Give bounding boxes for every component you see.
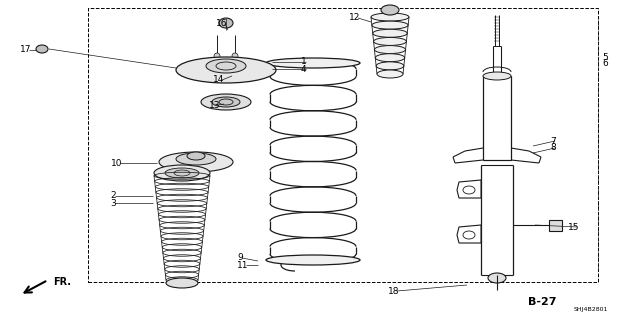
Ellipse shape <box>483 72 511 80</box>
Ellipse shape <box>154 165 210 181</box>
Text: 5: 5 <box>602 53 608 62</box>
Text: 1: 1 <box>301 57 307 66</box>
Text: 12: 12 <box>349 13 360 23</box>
Polygon shape <box>457 180 481 198</box>
Ellipse shape <box>159 152 233 172</box>
Polygon shape <box>549 220 562 231</box>
Ellipse shape <box>372 21 408 29</box>
Text: 9: 9 <box>237 254 243 263</box>
Text: 8: 8 <box>550 144 556 152</box>
Ellipse shape <box>165 168 199 178</box>
Ellipse shape <box>232 53 238 59</box>
Text: 11: 11 <box>237 261 248 270</box>
Text: SHJ4B2801: SHJ4B2801 <box>574 307 609 311</box>
Text: 6: 6 <box>602 60 608 69</box>
Ellipse shape <box>36 45 48 53</box>
Ellipse shape <box>187 152 205 160</box>
Text: 15: 15 <box>568 222 579 232</box>
Ellipse shape <box>206 59 246 73</box>
Text: 16: 16 <box>216 19 227 28</box>
Ellipse shape <box>372 29 407 37</box>
Text: 4: 4 <box>301 64 307 73</box>
Ellipse shape <box>214 53 220 59</box>
Ellipse shape <box>377 70 403 78</box>
Text: B-27: B-27 <box>528 297 557 307</box>
Ellipse shape <box>376 62 404 70</box>
Ellipse shape <box>201 94 251 110</box>
Ellipse shape <box>212 97 240 107</box>
Ellipse shape <box>166 278 198 288</box>
Ellipse shape <box>375 54 404 62</box>
Ellipse shape <box>266 255 360 265</box>
Bar <box>88 8 598 282</box>
Text: 2: 2 <box>110 191 116 201</box>
Ellipse shape <box>374 37 406 45</box>
Text: 7: 7 <box>550 137 556 145</box>
Ellipse shape <box>176 153 216 165</box>
Ellipse shape <box>488 273 506 283</box>
Text: FR.: FR. <box>53 277 71 287</box>
Ellipse shape <box>176 57 276 83</box>
Ellipse shape <box>374 46 406 54</box>
Ellipse shape <box>371 13 409 21</box>
Ellipse shape <box>219 18 233 28</box>
Text: 3: 3 <box>110 198 116 207</box>
Text: 10: 10 <box>111 159 122 167</box>
Ellipse shape <box>381 5 399 15</box>
Text: 17: 17 <box>20 46 31 55</box>
Text: 14: 14 <box>213 76 225 85</box>
Text: 18: 18 <box>388 286 399 295</box>
Ellipse shape <box>266 58 360 68</box>
Text: 13: 13 <box>209 100 221 109</box>
Polygon shape <box>457 225 481 243</box>
